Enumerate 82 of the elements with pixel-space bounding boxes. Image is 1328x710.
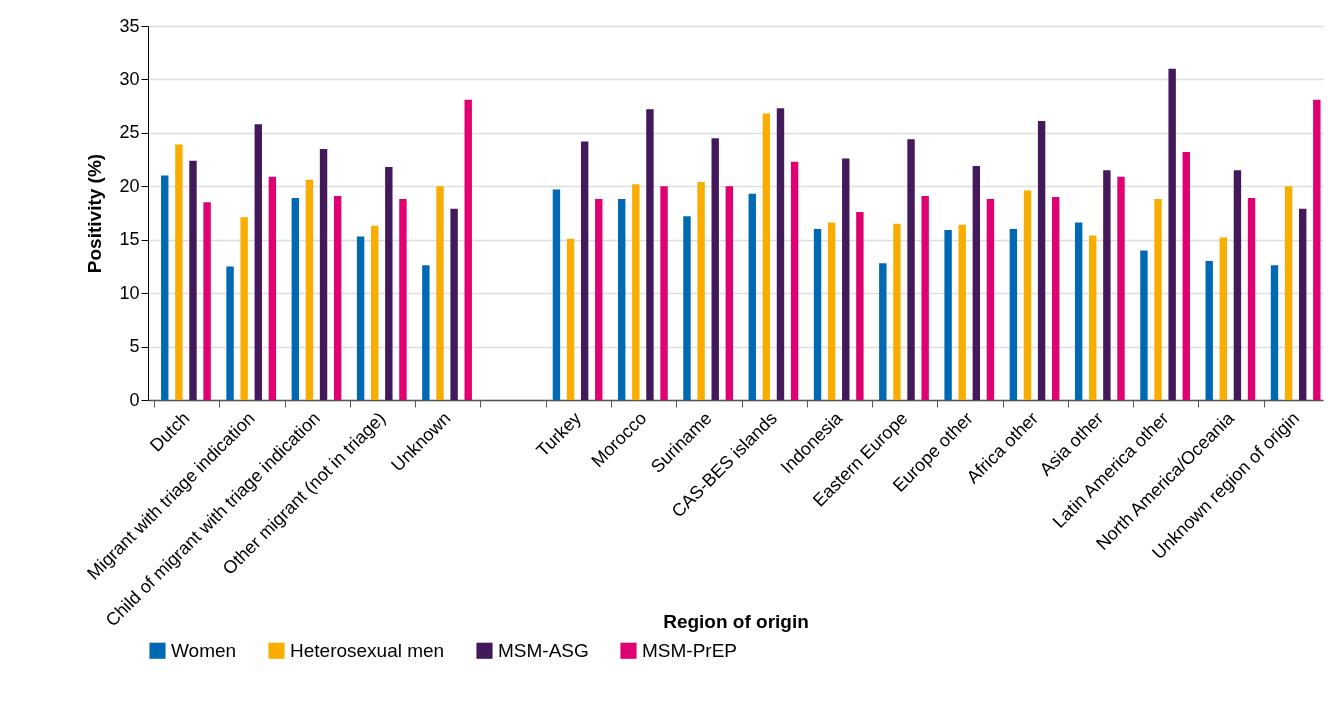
bar (175, 144, 183, 400)
bar (1140, 250, 1148, 400)
bar (683, 216, 691, 400)
bar (385, 167, 393, 400)
bar (1009, 229, 1018, 400)
bar (697, 182, 705, 400)
bar (1103, 170, 1111, 400)
bar (566, 238, 575, 400)
y-tick-label: 20 (119, 175, 140, 196)
y-tick-label: 10 (119, 282, 140, 303)
bar (399, 199, 407, 400)
bar (879, 263, 887, 400)
bar (291, 198, 300, 400)
y-tick-label: 0 (129, 389, 140, 410)
bar (254, 124, 262, 400)
bar (1313, 99, 1321, 400)
bar (790, 161, 799, 400)
legend-label: Women (171, 639, 237, 661)
bar (748, 193, 756, 400)
bar (226, 266, 234, 400)
bar (944, 230, 952, 400)
bar (203, 202, 211, 400)
bar (305, 179, 314, 400)
bar (762, 113, 771, 400)
bar (436, 186, 444, 400)
y-tick-label: 15 (119, 229, 140, 250)
bar (371, 225, 379, 400)
bar (580, 141, 589, 400)
bar (972, 165, 981, 400)
bar (1023, 190, 1032, 400)
bar (161, 175, 169, 400)
legend-label: Heterosexual men (290, 639, 445, 661)
bar (450, 208, 458, 400)
bar (333, 195, 342, 400)
bar (1247, 198, 1256, 400)
legend-label: MSM-ASG (498, 639, 589, 661)
bar (1233, 170, 1242, 400)
bar (618, 199, 626, 400)
bar (1284, 186, 1293, 400)
bar (189, 160, 197, 400)
bar (827, 222, 836, 400)
x-axis-title: Region of origin (663, 610, 809, 632)
bar (1089, 235, 1097, 400)
bar (268, 176, 277, 400)
bar (464, 99, 472, 400)
bar (1168, 68, 1176, 400)
bar (1074, 222, 1083, 400)
bar (1270, 265, 1279, 400)
bar (632, 184, 640, 400)
bar (1182, 152, 1190, 400)
bar (813, 229, 822, 400)
bar (1205, 261, 1213, 400)
bar (552, 189, 561, 400)
bar (1299, 208, 1307, 400)
bar (660, 186, 668, 400)
bar (319, 148, 328, 400)
bar (356, 236, 365, 400)
bar (725, 186, 734, 400)
bar (240, 217, 248, 400)
bar (907, 139, 915, 400)
y-tick-label: 35 (119, 15, 140, 36)
bar (1052, 196, 1060, 400)
y-tick-label: 30 (119, 68, 140, 89)
bar (842, 158, 850, 400)
bar (921, 195, 929, 400)
y-tick-label: 25 (119, 122, 140, 143)
y-axis-title: Positivity (%) (84, 153, 106, 274)
bar (595, 199, 603, 400)
bar (986, 199, 995, 400)
bar (1117, 176, 1125, 400)
bar (1037, 121, 1046, 400)
bar (1154, 199, 1162, 400)
bar (958, 224, 966, 400)
bar (776, 108, 785, 400)
bar (1219, 237, 1228, 400)
legend-label: MSM-PrEP (642, 639, 737, 661)
bar (893, 223, 901, 400)
bar (646, 109, 654, 400)
bar (422, 265, 430, 400)
y-tick-label: 5 (129, 336, 140, 357)
bar (856, 211, 864, 400)
bar (711, 138, 719, 400)
